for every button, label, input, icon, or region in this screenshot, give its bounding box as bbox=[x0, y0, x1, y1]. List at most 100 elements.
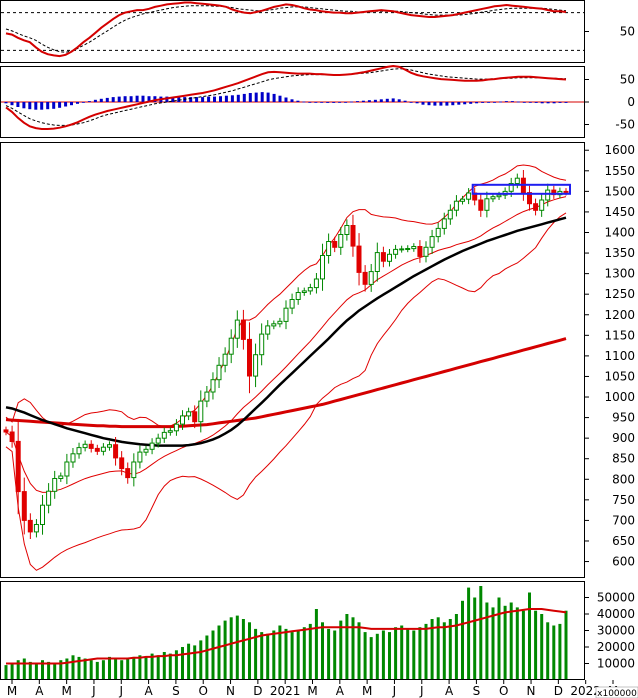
candle-body bbox=[460, 198, 465, 202]
volume-bar bbox=[22, 658, 26, 679]
y-tick-label: 40000 bbox=[597, 607, 635, 621]
candle-body bbox=[253, 354, 259, 377]
x-tick-label: J bbox=[118, 684, 123, 698]
macd-histogram-bar bbox=[195, 97, 199, 102]
y-tick-label: 750 bbox=[612, 493, 635, 507]
volume-bar bbox=[150, 653, 154, 679]
macd-histogram-bar bbox=[4, 102, 8, 104]
x-tick-label: N bbox=[527, 684, 536, 698]
x-tick-label: A bbox=[445, 684, 454, 698]
candle-body bbox=[478, 199, 484, 211]
volume-bar bbox=[193, 645, 197, 679]
y-tick-label: 1400 bbox=[604, 225, 635, 239]
volume-bar bbox=[448, 619, 452, 679]
volume-bar bbox=[217, 625, 221, 679]
consolidation-box bbox=[471, 183, 572, 195]
candle-body bbox=[338, 234, 344, 248]
macd-histogram-bar bbox=[224, 95, 228, 102]
macd-histogram-bar bbox=[70, 102, 73, 106]
volume-ma-line bbox=[6, 608, 567, 665]
volume-bar bbox=[53, 663, 57, 679]
volume-bar bbox=[461, 600, 464, 679]
candle-body bbox=[393, 248, 399, 255]
macd-histogram-bar bbox=[272, 93, 276, 102]
candle-body bbox=[435, 227, 441, 238]
volume-bar bbox=[114, 658, 118, 679]
candle-body bbox=[198, 400, 204, 423]
volume-bar bbox=[333, 630, 337, 679]
y-tick-label: 1250 bbox=[604, 287, 635, 301]
x-tick-label: S bbox=[473, 684, 481, 698]
x-tick-label: J bbox=[392, 684, 397, 698]
volume-bar bbox=[162, 652, 166, 679]
macd-histogram-bar bbox=[278, 95, 282, 102]
volume-bar bbox=[254, 628, 258, 679]
candle-body bbox=[283, 307, 289, 322]
macd-histogram-bar bbox=[260, 92, 264, 102]
candle-body bbox=[27, 519, 33, 533]
macd-histogram-bar bbox=[534, 102, 538, 103]
y-tick-label: 650 bbox=[612, 534, 635, 548]
time-axis: MAMJJASOND2021MAMJJASOND2022M bbox=[7, 680, 618, 698]
candle-body bbox=[362, 271, 368, 285]
macd-histogram-bar bbox=[332, 102, 336, 103]
volume-bar bbox=[497, 597, 501, 679]
candle-body bbox=[161, 431, 167, 439]
volume-bar bbox=[521, 610, 525, 679]
x-tick-label: A bbox=[336, 684, 345, 698]
y-tick-label: 20000 bbox=[597, 640, 635, 654]
candle-body bbox=[15, 440, 21, 493]
candle-body bbox=[3, 429, 9, 433]
macd-histogram-bar bbox=[558, 102, 562, 103]
volume-bar bbox=[436, 617, 440, 679]
y-tick-label: -50 bbox=[615, 118, 635, 132]
price-panel bbox=[3, 164, 572, 571]
macd-histogram-bar bbox=[397, 99, 401, 102]
macd-histogram-bar bbox=[439, 102, 443, 106]
candle-body bbox=[21, 491, 27, 521]
candle-body bbox=[514, 177, 520, 184]
candle-body bbox=[295, 292, 301, 300]
candle-body bbox=[563, 190, 569, 193]
candle-body bbox=[533, 203, 539, 211]
y-tick-label: 1200 bbox=[604, 308, 635, 322]
volume-bar bbox=[357, 622, 361, 680]
volume-bar bbox=[296, 630, 300, 679]
y-tick-label: 1050 bbox=[604, 369, 635, 383]
macd-histogram-bar bbox=[189, 97, 193, 102]
macd-histogram-bar bbox=[504, 101, 508, 102]
volume-bar bbox=[71, 655, 75, 680]
candle-body bbox=[46, 490, 52, 506]
macd-histogram-bar bbox=[445, 102, 449, 106]
macd-histogram-bar bbox=[284, 97, 288, 102]
volume-bar bbox=[199, 640, 203, 679]
volume-bar bbox=[174, 650, 178, 679]
volume-bar bbox=[528, 592, 531, 679]
macd-signal-line bbox=[5, 68, 566, 126]
candle-body bbox=[350, 225, 356, 247]
candle-body bbox=[387, 253, 392, 262]
volume-bar bbox=[278, 625, 282, 679]
macd-panel bbox=[1, 64, 584, 130]
macd-histogram-bar bbox=[248, 93, 252, 102]
bollinger-lower-band bbox=[5, 212, 567, 571]
candle-body bbox=[82, 443, 88, 449]
macd-histogram-bar bbox=[421, 102, 425, 105]
candle-body bbox=[411, 246, 417, 250]
macd-histogram-bar bbox=[546, 102, 550, 104]
macd-histogram-bar bbox=[385, 98, 389, 102]
volume-bar bbox=[89, 660, 93, 679]
y-tick-label: 700 bbox=[612, 513, 635, 527]
macd-histogram-bar bbox=[129, 96, 133, 102]
x-tick-label: A bbox=[144, 684, 153, 698]
ma200-line bbox=[5, 337, 567, 429]
candle-body bbox=[240, 319, 246, 340]
volume-bar bbox=[4, 665, 8, 679]
macd-histogram-bar bbox=[516, 101, 520, 103]
candle-body bbox=[9, 431, 15, 442]
macd-histogram-bar bbox=[314, 102, 318, 103]
volume-bar bbox=[412, 630, 416, 679]
candle-body bbox=[277, 320, 283, 325]
x-tick-label: J bbox=[419, 684, 424, 698]
volume-bar bbox=[351, 617, 355, 679]
